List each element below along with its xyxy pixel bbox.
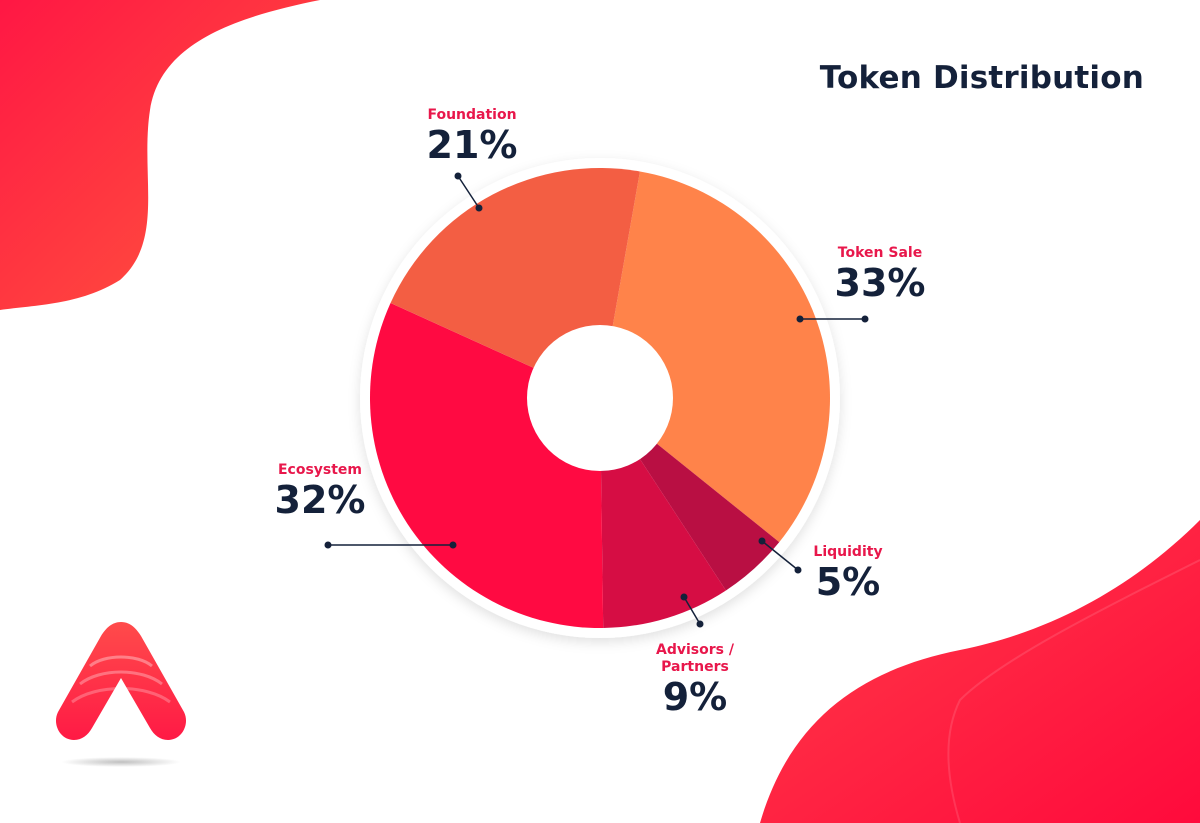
chart-title: Token Distribution — [819, 60, 1144, 96]
leader-line — [761, 540, 799, 571]
leader-line — [683, 596, 701, 625]
pie-slice-token-sale — [600, 171, 831, 543]
slice-name: Token Sale — [837, 245, 923, 261]
background-blob-top-left — [0, 0, 320, 310]
leader-dot — [475, 204, 483, 212]
background-blob-highlight — [947, 559, 1200, 823]
slice-percentage: 5% — [815, 560, 881, 604]
slice-percentage: 32% — [274, 478, 366, 522]
slice-label: Advisors / Partners 9% — [625, 642, 765, 718]
background-blob-bottom-right — [760, 520, 1200, 823]
leader-dot — [758, 537, 766, 545]
slice-label: Token Sale 33% — [810, 245, 950, 304]
leader-dot — [680, 593, 688, 601]
slice-percentage: 33% — [834, 261, 926, 305]
leader-dot — [449, 541, 457, 549]
leader-dot — [454, 172, 462, 180]
slice-label: Foundation 21% — [402, 107, 542, 166]
slice-label: Liquidity 5% — [778, 544, 918, 603]
slice-name: Liquidity — [813, 544, 883, 560]
leader-dot — [796, 315, 804, 323]
slice-percentage: 21% — [426, 123, 518, 167]
leader-dot — [861, 315, 869, 323]
slice-name: Foundation — [427, 107, 517, 123]
leader-lines — [324, 172, 869, 628]
slice-label: Ecosystem 32% — [250, 462, 390, 521]
brand-logo-icon — [55, 622, 187, 767]
slice-name: Advisors / Partners — [656, 642, 734, 675]
leader-dot — [696, 620, 704, 628]
leader-line — [457, 175, 480, 209]
slice-percentage: 9% — [662, 675, 728, 719]
leader-dot — [324, 541, 332, 549]
slice-name: Ecosystem — [277, 462, 363, 478]
pie-center-hole — [527, 325, 673, 471]
leader-dot — [794, 566, 802, 574]
